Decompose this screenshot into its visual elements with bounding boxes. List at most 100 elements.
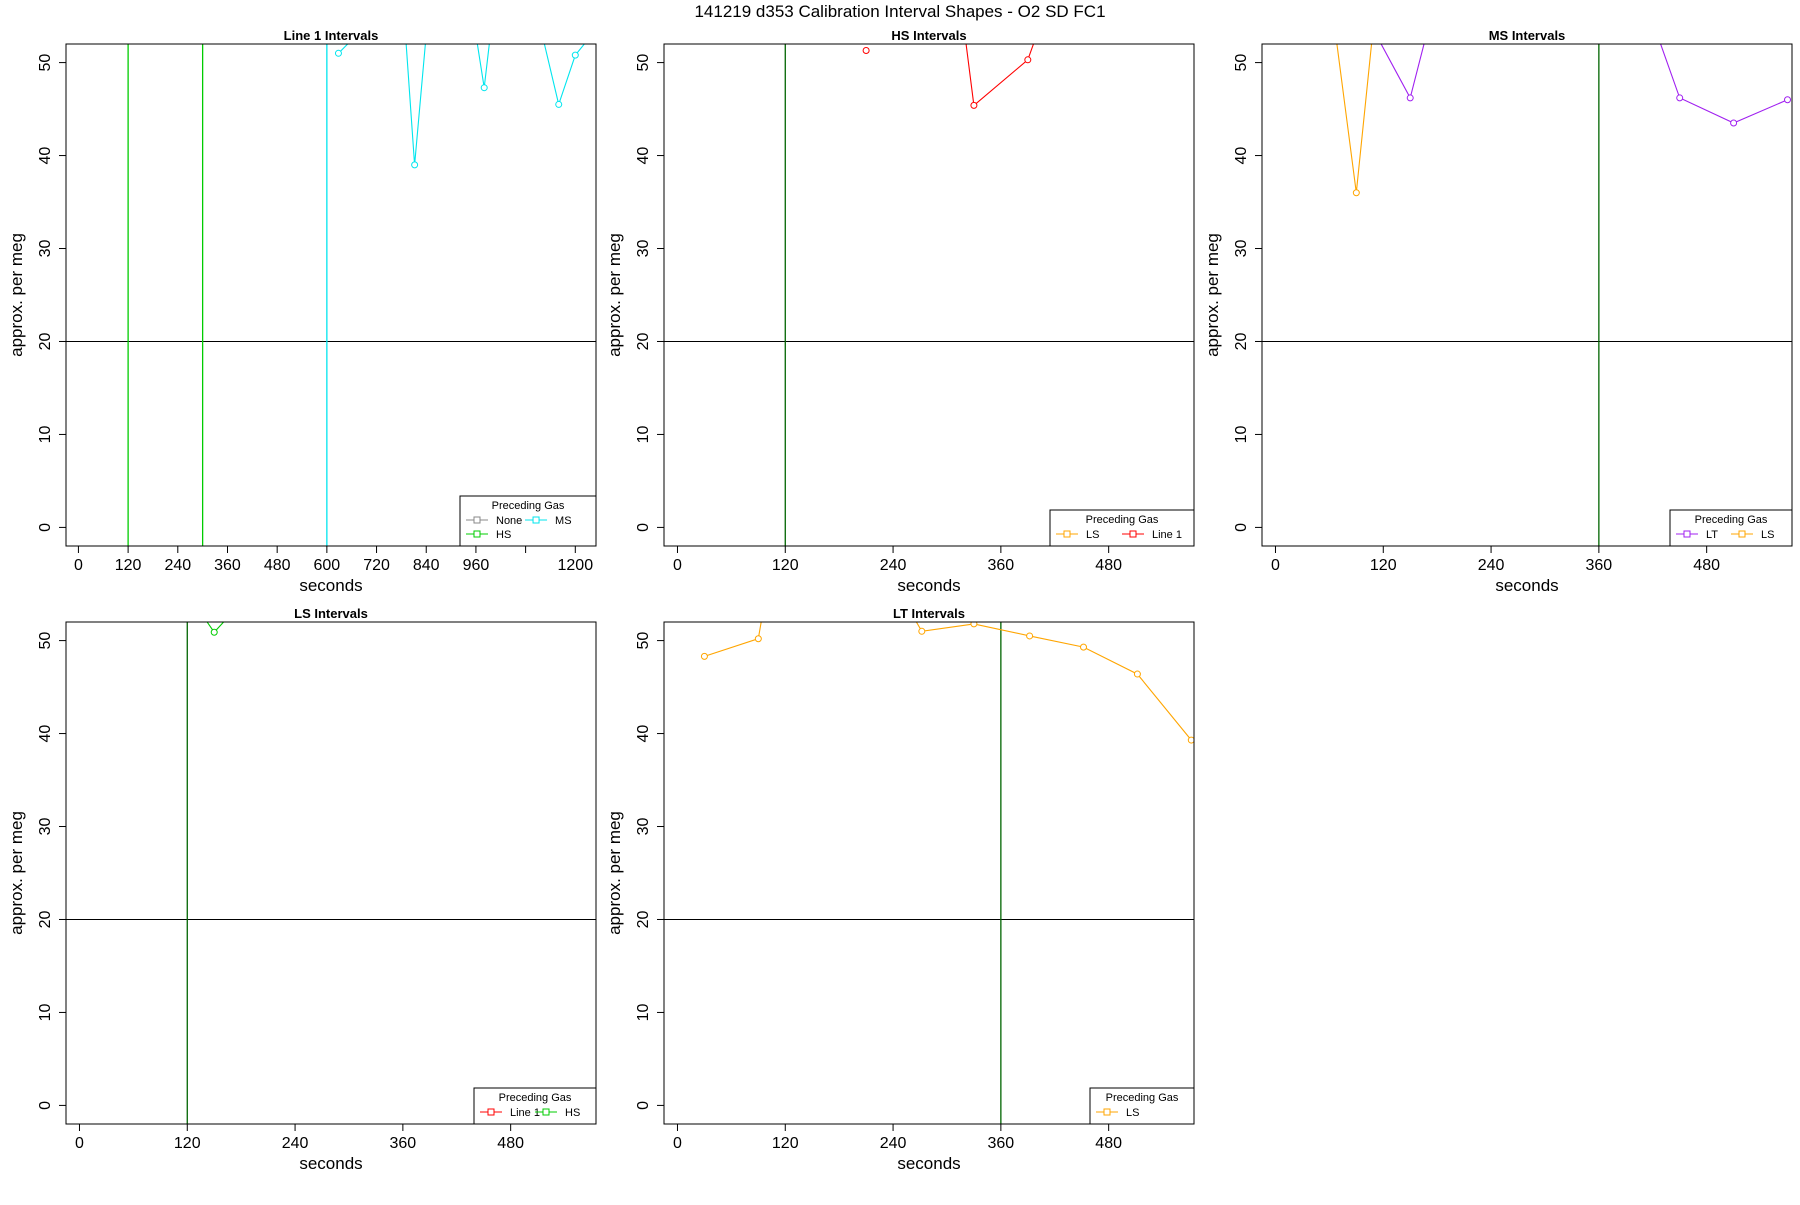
legend: Preceding Gas Line 1 HS bbox=[473, 1087, 597, 1125]
chart-panel-1: Line 1 Intervals 0 120 240 360 480 600 720 840 96… bbox=[7, 28, 597, 595]
y-tick-label: 40 bbox=[1233, 147, 1250, 165]
x-tick-label: 0 bbox=[75, 1135, 84, 1152]
x-tick-label: 360 bbox=[390, 1135, 417, 1152]
data-point bbox=[1676, 94, 1684, 102]
plot-data-region bbox=[1262, 44, 1792, 546]
legend-title: Preceding Gas bbox=[492, 500, 565, 512]
y-tick-label: 10 bbox=[37, 1003, 54, 1021]
x-tick-label: 360 bbox=[1586, 557, 1613, 574]
legend-title: Preceding Gas bbox=[499, 1092, 572, 1104]
legend-marker bbox=[1683, 530, 1691, 538]
legend-marker bbox=[1063, 530, 1071, 538]
series-line bbox=[338, 44, 586, 165]
plot-frame bbox=[65, 43, 597, 547]
x-tick-label: 480 bbox=[497, 1135, 524, 1152]
legend-label: HS bbox=[496, 529, 511, 541]
legend-box bbox=[473, 1087, 597, 1125]
x-tick-label: 120 bbox=[772, 1135, 799, 1152]
x-tick-label: 600 bbox=[314, 557, 341, 574]
x-tick-label: 360 bbox=[988, 557, 1015, 574]
y-axis: 0 10 20 30 40 50 approx. per meg bbox=[1203, 54, 1263, 532]
x-tick-label: 360 bbox=[988, 1135, 1015, 1152]
series-line bbox=[965, 44, 1035, 107]
legend: Preceding Gas LS Line 1 bbox=[1049, 509, 1195, 547]
legend-box bbox=[1049, 509, 1195, 547]
y-tick-label: 50 bbox=[1233, 54, 1250, 72]
legend-label: LT bbox=[1706, 529, 1718, 541]
x-axis: 0 120 240 360 480 seconds bbox=[75, 1123, 524, 1173]
series-line bbox=[1660, 44, 1788, 124]
plot-data-region bbox=[66, 622, 596, 1124]
y-tick-label: 50 bbox=[635, 54, 652, 72]
legend-title: Preceding Gas bbox=[1695, 514, 1768, 526]
legend-marker bbox=[473, 530, 481, 538]
x-axis: 0 120 240 360 480 seconds bbox=[673, 1123, 1122, 1173]
x-tick-label: 240 bbox=[164, 557, 191, 574]
y-tick-label: 0 bbox=[635, 1101, 652, 1110]
legend-label: None bbox=[496, 515, 522, 527]
x-tick-label: 0 bbox=[673, 1135, 682, 1152]
x-axis-label: seconds bbox=[1495, 576, 1558, 595]
data-point bbox=[918, 627, 926, 635]
y-axis: 0 10 20 30 40 50 approx. per meg bbox=[605, 54, 665, 532]
x-tick-label: 1200 bbox=[558, 557, 594, 574]
y-tick-label: 30 bbox=[635, 240, 652, 258]
legend-title: Preceding Gas bbox=[1086, 514, 1159, 526]
y-tick-label: 40 bbox=[635, 147, 652, 165]
plot-data-region bbox=[664, 622, 1194, 1124]
legend-marker bbox=[1129, 530, 1137, 538]
y-tick-label: 20 bbox=[635, 332, 652, 350]
y-tick-label: 30 bbox=[37, 818, 54, 836]
legend-marker bbox=[473, 516, 481, 524]
legend: Preceding Gas None MS HS bbox=[459, 495, 597, 547]
y-tick-label: 30 bbox=[635, 818, 652, 836]
data-point bbox=[970, 622, 978, 628]
x-tick-label: 480 bbox=[264, 557, 291, 574]
panel-title: HS Intervals bbox=[891, 28, 966, 43]
data-point bbox=[1024, 56, 1032, 64]
x-tick-label: 120 bbox=[115, 557, 142, 574]
x-tick-label: 480 bbox=[1095, 1135, 1122, 1152]
y-tick-label: 10 bbox=[635, 1003, 652, 1021]
data-point bbox=[754, 635, 762, 643]
y-tick-label: 50 bbox=[37, 632, 54, 650]
y-axis-label: approx. per meg bbox=[605, 233, 624, 357]
chart-panel-2: HS Intervals 0 120 240 360 480 seconds 0 10 20 30 4… bbox=[605, 28, 1195, 595]
data-point bbox=[210, 628, 218, 636]
y-axis: 0 10 20 30 40 50 approx. per meg bbox=[7, 54, 67, 532]
legend-marker bbox=[542, 1108, 550, 1116]
x-axis-label: seconds bbox=[299, 1154, 362, 1173]
y-tick-label: 30 bbox=[37, 240, 54, 258]
legend-label: LS bbox=[1761, 529, 1774, 541]
data-point bbox=[334, 49, 342, 57]
y-tick-label: 20 bbox=[635, 910, 652, 928]
chart-panel-5: LT Intervals 0 120 240 360 480 seconds 0 10 20 30 4… bbox=[605, 606, 1195, 1173]
plot-frame bbox=[65, 621, 597, 1125]
y-tick-label: 20 bbox=[37, 910, 54, 928]
legend-label: MS bbox=[555, 515, 572, 527]
y-tick-label: 0 bbox=[1233, 523, 1250, 532]
x-tick-label: 0 bbox=[1271, 557, 1280, 574]
data-point bbox=[700, 652, 708, 660]
chart-panel-3: MS Intervals 0 120 240 360 480 seconds 0 10 20 30 4… bbox=[1203, 28, 1793, 595]
y-axis-label: approx. per meg bbox=[605, 811, 624, 935]
x-tick-label: 480 bbox=[1095, 557, 1122, 574]
y-tick-label: 50 bbox=[635, 632, 652, 650]
y-tick-label: 10 bbox=[635, 425, 652, 443]
data-point bbox=[1080, 643, 1088, 651]
y-tick-label: 40 bbox=[37, 147, 54, 165]
y-tick-label: 10 bbox=[37, 425, 54, 443]
y-tick-label: 20 bbox=[1233, 332, 1250, 350]
x-tick-label: 720 bbox=[363, 557, 390, 574]
y-tick-label: 0 bbox=[37, 1101, 54, 1110]
legend-marker bbox=[1103, 1108, 1111, 1116]
x-axis: 0 120 240 360 480 seconds bbox=[673, 545, 1122, 595]
data-point bbox=[970, 101, 978, 109]
chart-panel-4: LS Intervals 0 120 240 360 480 seconds 0 10 20 30 4… bbox=[7, 606, 597, 1173]
panel-title: LS Intervals bbox=[294, 606, 368, 621]
y-axis-label: approx. per meg bbox=[1203, 233, 1222, 357]
y-tick-label: 40 bbox=[37, 725, 54, 743]
x-tick-label: 960 bbox=[463, 557, 490, 574]
